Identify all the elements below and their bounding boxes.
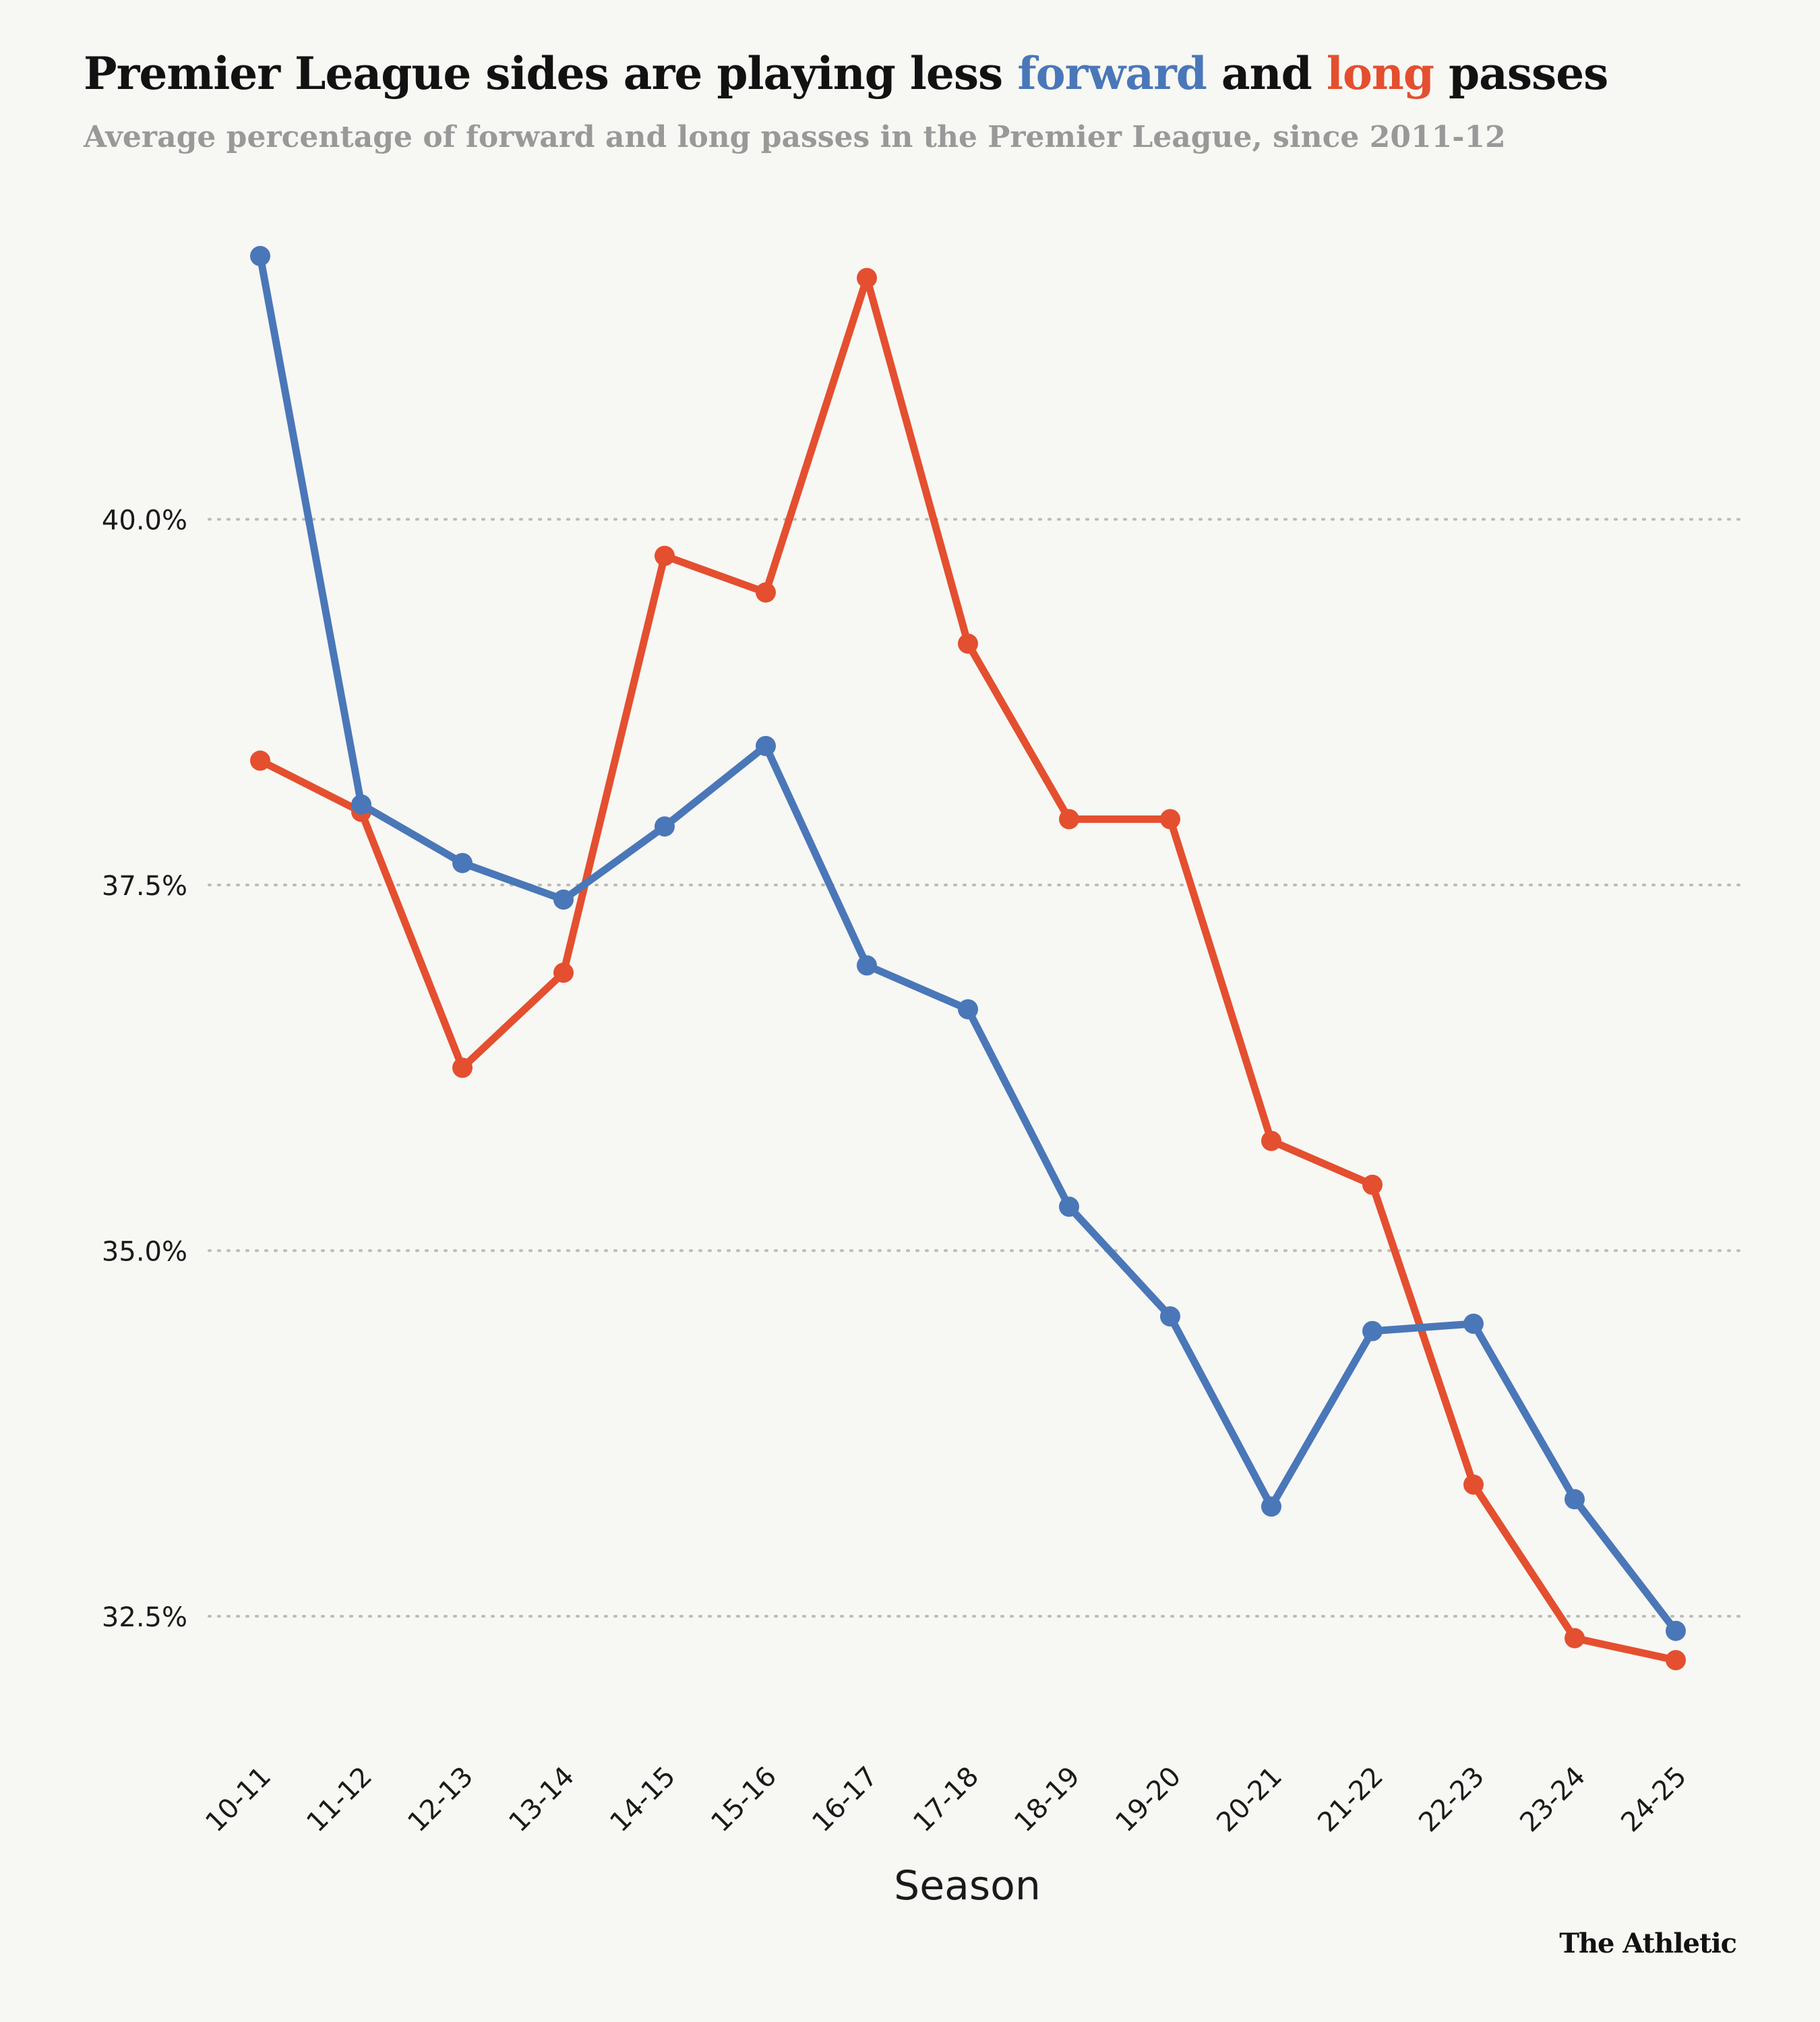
- x-tick-label: 16-17: [806, 1761, 884, 1839]
- data-point-forward: [452, 853, 473, 874]
- data-point-forward: [857, 955, 877, 976]
- data-point-long: [1160, 809, 1180, 830]
- the-athletic-logo: The Athletic: [1559, 1928, 1737, 1959]
- data-point-forward: [1362, 1320, 1383, 1341]
- data-point-long: [1666, 1650, 1686, 1671]
- y-tick-label: 40.0%: [102, 506, 187, 537]
- x-tick-label: 19-20: [1110, 1761, 1187, 1839]
- series-line-forward: [256, 252, 1680, 1635]
- data-point-forward: [1059, 1196, 1079, 1217]
- title-forward-word: forward: [1017, 47, 1207, 100]
- series-long: [250, 268, 1686, 1671]
- series-lines: [250, 245, 1686, 1671]
- title-prefix: Premier League sides are playing less: [84, 47, 1018, 100]
- x-axis-tick-labels: 10-11 11-12 12-13 13-14 14-15 15-16 16-17 17-18…: [200, 1761, 1693, 1839]
- x-tick-label: 22-23: [1413, 1761, 1490, 1839]
- data-point-long: [452, 1058, 473, 1078]
- data-point-long: [857, 268, 877, 288]
- data-point-forward: [351, 794, 371, 815]
- chart-subtitle: Average percentage of forward and long p…: [84, 120, 1506, 154]
- data-point-long: [1261, 1130, 1281, 1151]
- data-point-long: [553, 962, 574, 983]
- data-point-forward: [1463, 1314, 1484, 1334]
- data-point-long: [958, 633, 978, 654]
- x-tick-label: 11-12: [301, 1761, 378, 1839]
- x-tick-label: 10-11: [200, 1761, 277, 1839]
- title-suffix: passes: [1433, 47, 1608, 100]
- data-point-forward: [1565, 1489, 1585, 1510]
- data-point-forward: [958, 999, 978, 1020]
- x-axis-label: Season: [894, 1862, 1041, 1909]
- data-point-forward: [1261, 1496, 1281, 1517]
- series-line-long: [256, 274, 1680, 1664]
- title-long-word: long: [1326, 47, 1434, 100]
- series-forward: [250, 245, 1686, 1641]
- data-point-long: [1059, 809, 1079, 830]
- y-axis-tick-labels: 32.5% 35.0% 37.5% 40.0%: [102, 506, 187, 1634]
- data-point-forward: [1666, 1620, 1686, 1641]
- x-tick-label: 18-19: [1008, 1761, 1086, 1839]
- x-tick-label: 20-21: [1211, 1761, 1288, 1839]
- y-tick-label: 35.0%: [102, 1237, 187, 1268]
- y-tick-label: 37.5%: [102, 871, 187, 902]
- y-tick-label: 32.5%: [102, 1602, 187, 1633]
- data-point-forward: [250, 245, 270, 266]
- data-point-long: [1565, 1628, 1585, 1649]
- title-middle: and: [1206, 47, 1327, 100]
- data-point-forward: [553, 889, 574, 910]
- x-tick-label: 24-25: [1615, 1761, 1693, 1839]
- data-point-long: [1362, 1174, 1383, 1195]
- chart-title: Premier League sides are playing less fo…: [84, 47, 1608, 100]
- x-tick-label: 17-18: [907, 1761, 985, 1839]
- data-point-long: [655, 545, 675, 566]
- x-tick-label: 12-13: [402, 1761, 479, 1839]
- data-point-forward: [756, 735, 776, 756]
- data-point-long: [756, 582, 776, 603]
- data-point-forward: [655, 816, 675, 837]
- x-tick-label: 15-16: [705, 1761, 783, 1839]
- x-tick-label: 23-24: [1514, 1761, 1591, 1839]
- x-tick-label: 21-22: [1312, 1761, 1389, 1839]
- grid-lines: [208, 518, 1740, 1618]
- x-tick-label: 13-14: [503, 1761, 580, 1839]
- data-point-long: [1463, 1474, 1484, 1495]
- x-tick-label: 14-15: [604, 1761, 681, 1839]
- data-point-long: [250, 750, 270, 771]
- data-point-forward: [1160, 1306, 1180, 1327]
